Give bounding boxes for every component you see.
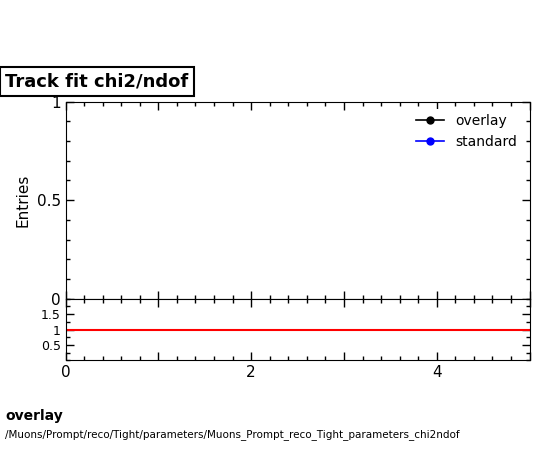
Y-axis label: Entries: Entries xyxy=(16,174,31,227)
Text: /Muons/Prompt/reco/Tight/parameters/Muons_Prompt_reco_Tight_parameters_chi2ndof: /Muons/Prompt/reco/Tight/parameters/Muon… xyxy=(5,429,460,440)
Legend: overlay, standard: overlay, standard xyxy=(411,109,523,155)
Text: Track fit chi2/ndof: Track fit chi2/ndof xyxy=(5,72,189,90)
Text: overlay: overlay xyxy=(5,409,63,423)
